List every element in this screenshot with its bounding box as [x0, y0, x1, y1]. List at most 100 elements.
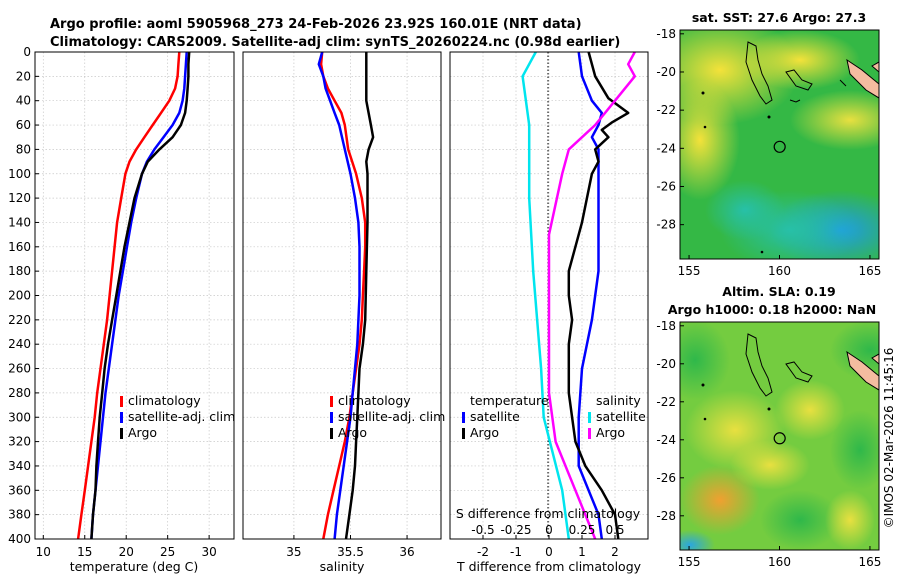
difference-series [521, 51, 637, 540]
imos-credit: ©IMOS 02-Mar-2026 11:45:16 [882, 348, 896, 529]
y-tick-label: 340 [8, 459, 31, 473]
sst-map-title: sat. SST: 27.6 Argo: 27.3 [692, 10, 866, 25]
y-tick-label: 160 [8, 240, 31, 254]
map-x-tick-label: 165 [859, 264, 882, 278]
legend-label-t-argo: Argo [470, 425, 499, 440]
x-tick-label: 0 [545, 545, 553, 559]
legend-label-t-satellite: satellite [470, 409, 520, 424]
y-tick-label: 220 [8, 313, 31, 327]
map-y-tick-label: -18 [656, 27, 676, 41]
legend-swatch-satellite-adj-clim [330, 412, 333, 423]
map-x-tick-label: 160 [768, 264, 791, 278]
s-tick-label: 0.25 [569, 523, 596, 537]
salinity-grid [243, 51, 441, 540]
map-y-tick-label: -20 [656, 65, 676, 79]
x-tick-label: -2 [477, 545, 489, 559]
series-line-satellite-adj-clim [317, 51, 361, 540]
map-y-tick-label: -28 [656, 509, 676, 523]
legend-swatch-satellite-adj-clim [120, 412, 123, 423]
t-difference-xticks: -2 -1 0 1 2 [477, 535, 619, 559]
temperature-series [76, 51, 191, 540]
salinity-series [317, 51, 375, 540]
series-line-salinity-satellite [521, 51, 571, 540]
s-difference-axis-label: S difference from climatology [456, 506, 641, 521]
salinity-axes-frame [242, 51, 442, 540]
legend-swatch-t-satellite [462, 412, 465, 423]
x-tick-label: 15 [77, 545, 92, 559]
legend-label-satellite-adj-clim: satellite-adj. clim [128, 409, 235, 424]
map-y-tick-label: -24 [656, 433, 676, 447]
x-tick-label: -1 [510, 545, 522, 559]
sst-map: sat. SST: 27.6 Argo: 27.3 155 160 165-18-2 [656, 10, 881, 278]
sst-coastline [701, 41, 879, 254]
depth-yticks: 0 20 40 60 80 100 120 140 160 180 200 220 240 260 280 3… [8, 45, 39, 546]
legend-title-temperature: temperature [470, 393, 549, 408]
y-tick-label: 40 [16, 94, 31, 108]
legend-label-argo: Argo [128, 425, 157, 440]
salinity-legend: climatology satellite-adj. clim Argo [330, 393, 445, 440]
series-line-salinity-argo [547, 51, 637, 540]
s-tick-label: 0 [545, 523, 553, 537]
sla-map-ticks: 155 160 165 -18 -20 -22 -24 -26 -28 [656, 319, 881, 569]
series-line-climatology [76, 51, 181, 540]
salinity-xlabel: salinity [320, 559, 365, 574]
map-y-tick-label: -20 [656, 357, 676, 371]
y-tick-label: 360 [8, 483, 31, 497]
figure-title-line2: Climatology: CARS2009. Satellite-adj cli… [50, 35, 620, 50]
y-tick-label: 260 [8, 362, 31, 376]
s-difference-ticks: -0.5 -0.25 0 0.25 0.5 [471, 523, 624, 537]
map-y-tick-label: -22 [656, 103, 676, 117]
y-tick-label: 80 [16, 142, 31, 156]
legend-swatch-s-satellite [588, 412, 591, 423]
y-tick-label: 280 [8, 386, 31, 400]
map-x-tick-label: 155 [678, 555, 701, 569]
legend-label-argo: Argo [338, 425, 367, 440]
sla-map-title-line1: Altim. SLA: 0.19 [722, 284, 835, 299]
legend-label-satellite-adj-clim: satellite-adj. clim [338, 409, 445, 424]
y-tick-label: 180 [8, 264, 31, 278]
legend-label-s-argo: Argo [596, 425, 625, 440]
y-tick-label: 380 [8, 508, 31, 522]
map-x-tick-label: 165 [859, 555, 882, 569]
temperature-panel: 10 15 20 25 30 0 20 40 60 80 100 120 140 160 180 200 22… [8, 45, 235, 574]
legend-title-salinity: salinity [596, 393, 641, 408]
y-tick-label: 120 [8, 191, 31, 205]
x-tick-label: 20 [119, 545, 134, 559]
legend-label-s-satellite: satellite [596, 409, 646, 424]
legend-swatch-s-argo [588, 428, 591, 439]
y-tick-label: 0 [23, 45, 31, 59]
y-tick-label: 200 [8, 289, 31, 303]
t-difference-xlabel: T difference from climatology [456, 559, 642, 574]
x-tick-label: 35 [286, 545, 301, 559]
s-tick-label: -0.5 [471, 523, 494, 537]
legend-label-climatology: climatology [128, 393, 201, 408]
sst-map-ticks: 155 160 165 -18 -20 -22 -24 -26 -28 [656, 27, 881, 278]
map-y-tick-label: -18 [656, 319, 676, 333]
temperature-xticks: 10 15 20 25 30 [36, 535, 217, 559]
series-line-satellite-adj-clim [90, 51, 188, 540]
legend-swatch-t-argo [462, 428, 465, 439]
y-tick-label: 140 [8, 215, 31, 229]
temperature-xlabel: temperature (deg C) [70, 559, 199, 574]
legend-swatch-climatology [330, 396, 333, 407]
series-line-climatology [319, 51, 367, 540]
map-x-tick-label: 155 [678, 264, 701, 278]
map-x-tick-label: 160 [768, 555, 791, 569]
y-tick-label: 240 [8, 337, 31, 351]
y-tick-label: 20 [16, 69, 31, 83]
x-tick-label: 36 [399, 545, 414, 559]
legend-label-climatology: climatology [338, 393, 411, 408]
map-y-tick-label: -28 [656, 218, 676, 232]
sla-map-title-line2: Argo h1000: 0.18 h2000: NaN [668, 302, 876, 317]
sst-field [680, 30, 879, 259]
salinity-panel: 35 35.5 36 salinity climatology satellite-… [242, 51, 445, 574]
temperature-grid [35, 51, 234, 540]
series-line-temperature-satellite [577, 51, 604, 540]
s-tick-label: 0.5 [605, 523, 624, 537]
legend-swatch-argo [120, 428, 123, 439]
map-y-tick-label: -24 [656, 141, 676, 155]
y-tick-label: 300 [8, 410, 31, 424]
series-line-argo [90, 51, 191, 540]
x-tick-label: 10 [36, 545, 51, 559]
sla-field [680, 322, 879, 550]
